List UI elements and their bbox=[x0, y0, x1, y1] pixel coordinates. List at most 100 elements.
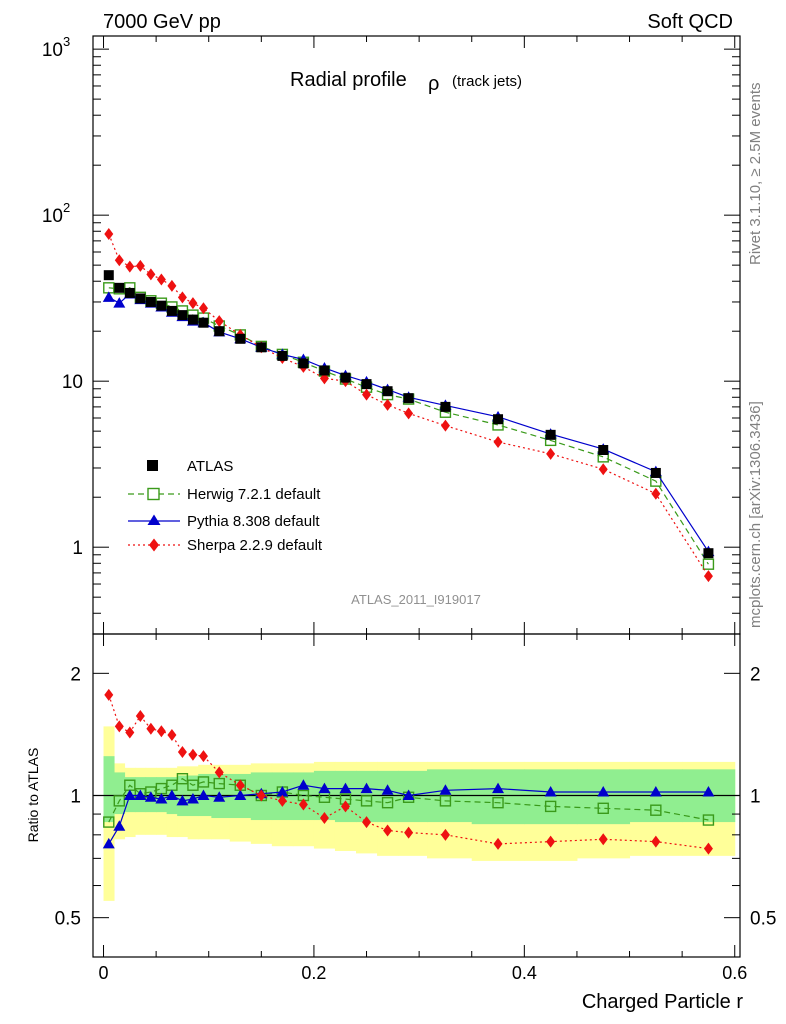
y-tick-label: 1 bbox=[72, 538, 83, 559]
data-point-pythia-ratio bbox=[186, 793, 199, 804]
x-axis-label: Charged Particle r bbox=[582, 991, 744, 1013]
data-point-sherpa-ratio bbox=[277, 794, 287, 807]
data-point-sherpa-ratio bbox=[383, 824, 393, 837]
data-point-atlas bbox=[235, 333, 246, 344]
data-point-atlas bbox=[493, 414, 504, 425]
data-point-herwig-ratio bbox=[360, 795, 373, 807]
y-tick-label: 10 bbox=[62, 372, 83, 393]
data-point-herwig bbox=[702, 558, 715, 570]
data-point-atlas bbox=[340, 372, 351, 383]
data-point-atlas bbox=[187, 314, 198, 325]
ratio-y-axis-ticks: 0.5 0.5 1 1 2 2 bbox=[55, 664, 777, 929]
ratio-inner-band-bin bbox=[576, 769, 631, 825]
data-point-atlas bbox=[319, 365, 330, 376]
legend-entry-pythia: Pythia 8.308 default bbox=[128, 513, 320, 530]
ratio-inner-band-bin bbox=[398, 770, 428, 823]
data-point-sherpa bbox=[114, 254, 124, 267]
ratio-panel-series bbox=[102, 688, 715, 855]
data-point-sherpa-ratio bbox=[703, 842, 713, 855]
data-point-herwig-ratio bbox=[197, 776, 210, 788]
data-point-herwig-ratio bbox=[702, 814, 715, 826]
ratio-inner-band-bin bbox=[114, 772, 126, 815]
legend-marker-pythia bbox=[147, 514, 161, 525]
data-point-atlas bbox=[198, 317, 209, 328]
data-point-pythia-ratio bbox=[165, 789, 178, 800]
legend-entry-herwig: Herwig 7.2.1 default bbox=[128, 486, 321, 503]
ratio-inner-band-bin bbox=[103, 756, 115, 823]
data-point-sherpa-ratio bbox=[214, 766, 224, 779]
series-line-herwig-ratio bbox=[108, 777, 709, 823]
data-point-sherpa-ratio bbox=[404, 826, 414, 839]
data-point-pythia-ratio bbox=[144, 791, 157, 802]
data-point-sherpa bbox=[598, 463, 608, 476]
data-point-atlas bbox=[598, 444, 609, 455]
data-point-herwig-ratio bbox=[176, 773, 189, 785]
data-point-atlas bbox=[650, 467, 661, 478]
data-point-herwig-ratio bbox=[544, 800, 557, 813]
ratio-inner-band-bin bbox=[334, 770, 357, 823]
ratio-inner-band-bin bbox=[377, 770, 399, 823]
data-point-atlas bbox=[103, 270, 114, 281]
data-point-sherpa-ratio bbox=[146, 722, 156, 735]
data-point-sherpa bbox=[146, 268, 156, 281]
data-point-sherpa-ratio bbox=[156, 725, 166, 738]
data-point-herwig-ratio bbox=[492, 796, 504, 809]
ratio-y-tick-label: 0.5 bbox=[55, 909, 81, 930]
data-point-sherpa-ratio bbox=[125, 726, 135, 739]
data-point-sherpa bbox=[703, 570, 713, 583]
data-point-atlas bbox=[298, 358, 309, 369]
data-point-atlas bbox=[124, 287, 135, 298]
data-point-atlas bbox=[545, 429, 556, 440]
data-point-pythia-ratio bbox=[492, 782, 505, 794]
top-panel-series bbox=[102, 228, 715, 583]
data-point-sherpa-ratio bbox=[298, 798, 308, 811]
plot-title-symbol: ρ bbox=[428, 73, 439, 95]
data-point-sherpa bbox=[404, 407, 414, 420]
plot-title-main: Radial profile bbox=[290, 69, 407, 91]
data-point-atlas bbox=[114, 282, 125, 293]
data-point-sherpa bbox=[177, 291, 187, 304]
data-point-pythia-ratio bbox=[134, 789, 147, 800]
data-point-pythia-ratio bbox=[276, 786, 289, 797]
data-point-sherpa bbox=[493, 436, 503, 449]
data-point-herwig-ratio bbox=[213, 777, 225, 790]
ratio-y-tick-label-right: 1 bbox=[750, 787, 761, 808]
data-point-sherpa-ratio bbox=[598, 833, 608, 846]
plot-title: Radial profile ρ (track jets) bbox=[290, 69, 522, 95]
data-point-atlas bbox=[166, 305, 177, 316]
data-point-pythia-ratio bbox=[702, 786, 715, 797]
legend-entry-sherpa: Sherpa 2.2.9 default bbox=[128, 537, 323, 554]
analysis-label: ATLAS_2011_I919017 bbox=[351, 592, 481, 607]
x-axis-ticks: 0 0.2 0.4 0.6 bbox=[99, 36, 747, 983]
data-point-pythia-ratio bbox=[176, 794, 189, 806]
data-point-sherpa-ratio bbox=[493, 837, 503, 850]
y-tick-label: 10 bbox=[42, 40, 63, 61]
y-tick-label-exponent: 2 bbox=[63, 200, 70, 215]
data-point-sherpa bbox=[362, 388, 372, 401]
data-point-atlas bbox=[145, 296, 156, 307]
data-point-atlas bbox=[214, 326, 225, 337]
data-point-sherpa bbox=[546, 447, 556, 460]
data-point-sherpa-ratio bbox=[256, 789, 266, 802]
data-point-sherpa bbox=[125, 260, 135, 273]
data-point-pythia-ratio bbox=[649, 786, 662, 797]
series-atlas bbox=[103, 270, 714, 559]
data-point-sherpa-ratio bbox=[104, 688, 114, 701]
legend-label-sherpa: Sherpa 2.2.9 default bbox=[187, 537, 323, 554]
data-point-atlas bbox=[256, 342, 267, 353]
ratio-uncertainty-bands bbox=[103, 726, 736, 901]
data-point-pythia bbox=[113, 297, 126, 308]
data-point-pythia-ratio bbox=[297, 779, 310, 790]
data-point-pythia-ratio bbox=[197, 789, 210, 800]
data-point-pythia-ratio bbox=[318, 782, 331, 794]
data-point-pythia-ratio bbox=[402, 789, 415, 800]
legend-entry-atlas: ATLAS bbox=[147, 458, 233, 475]
data-point-sherpa-ratio bbox=[235, 779, 245, 792]
data-point-herwig-ratio bbox=[650, 804, 662, 816]
data-point-sherpa bbox=[198, 302, 208, 315]
data-point-sherpa-ratio bbox=[188, 748, 198, 761]
data-point-atlas bbox=[277, 350, 288, 361]
data-point-atlas bbox=[382, 386, 393, 397]
data-point-atlas bbox=[440, 401, 451, 412]
data-point-pythia-ratio bbox=[381, 784, 394, 795]
